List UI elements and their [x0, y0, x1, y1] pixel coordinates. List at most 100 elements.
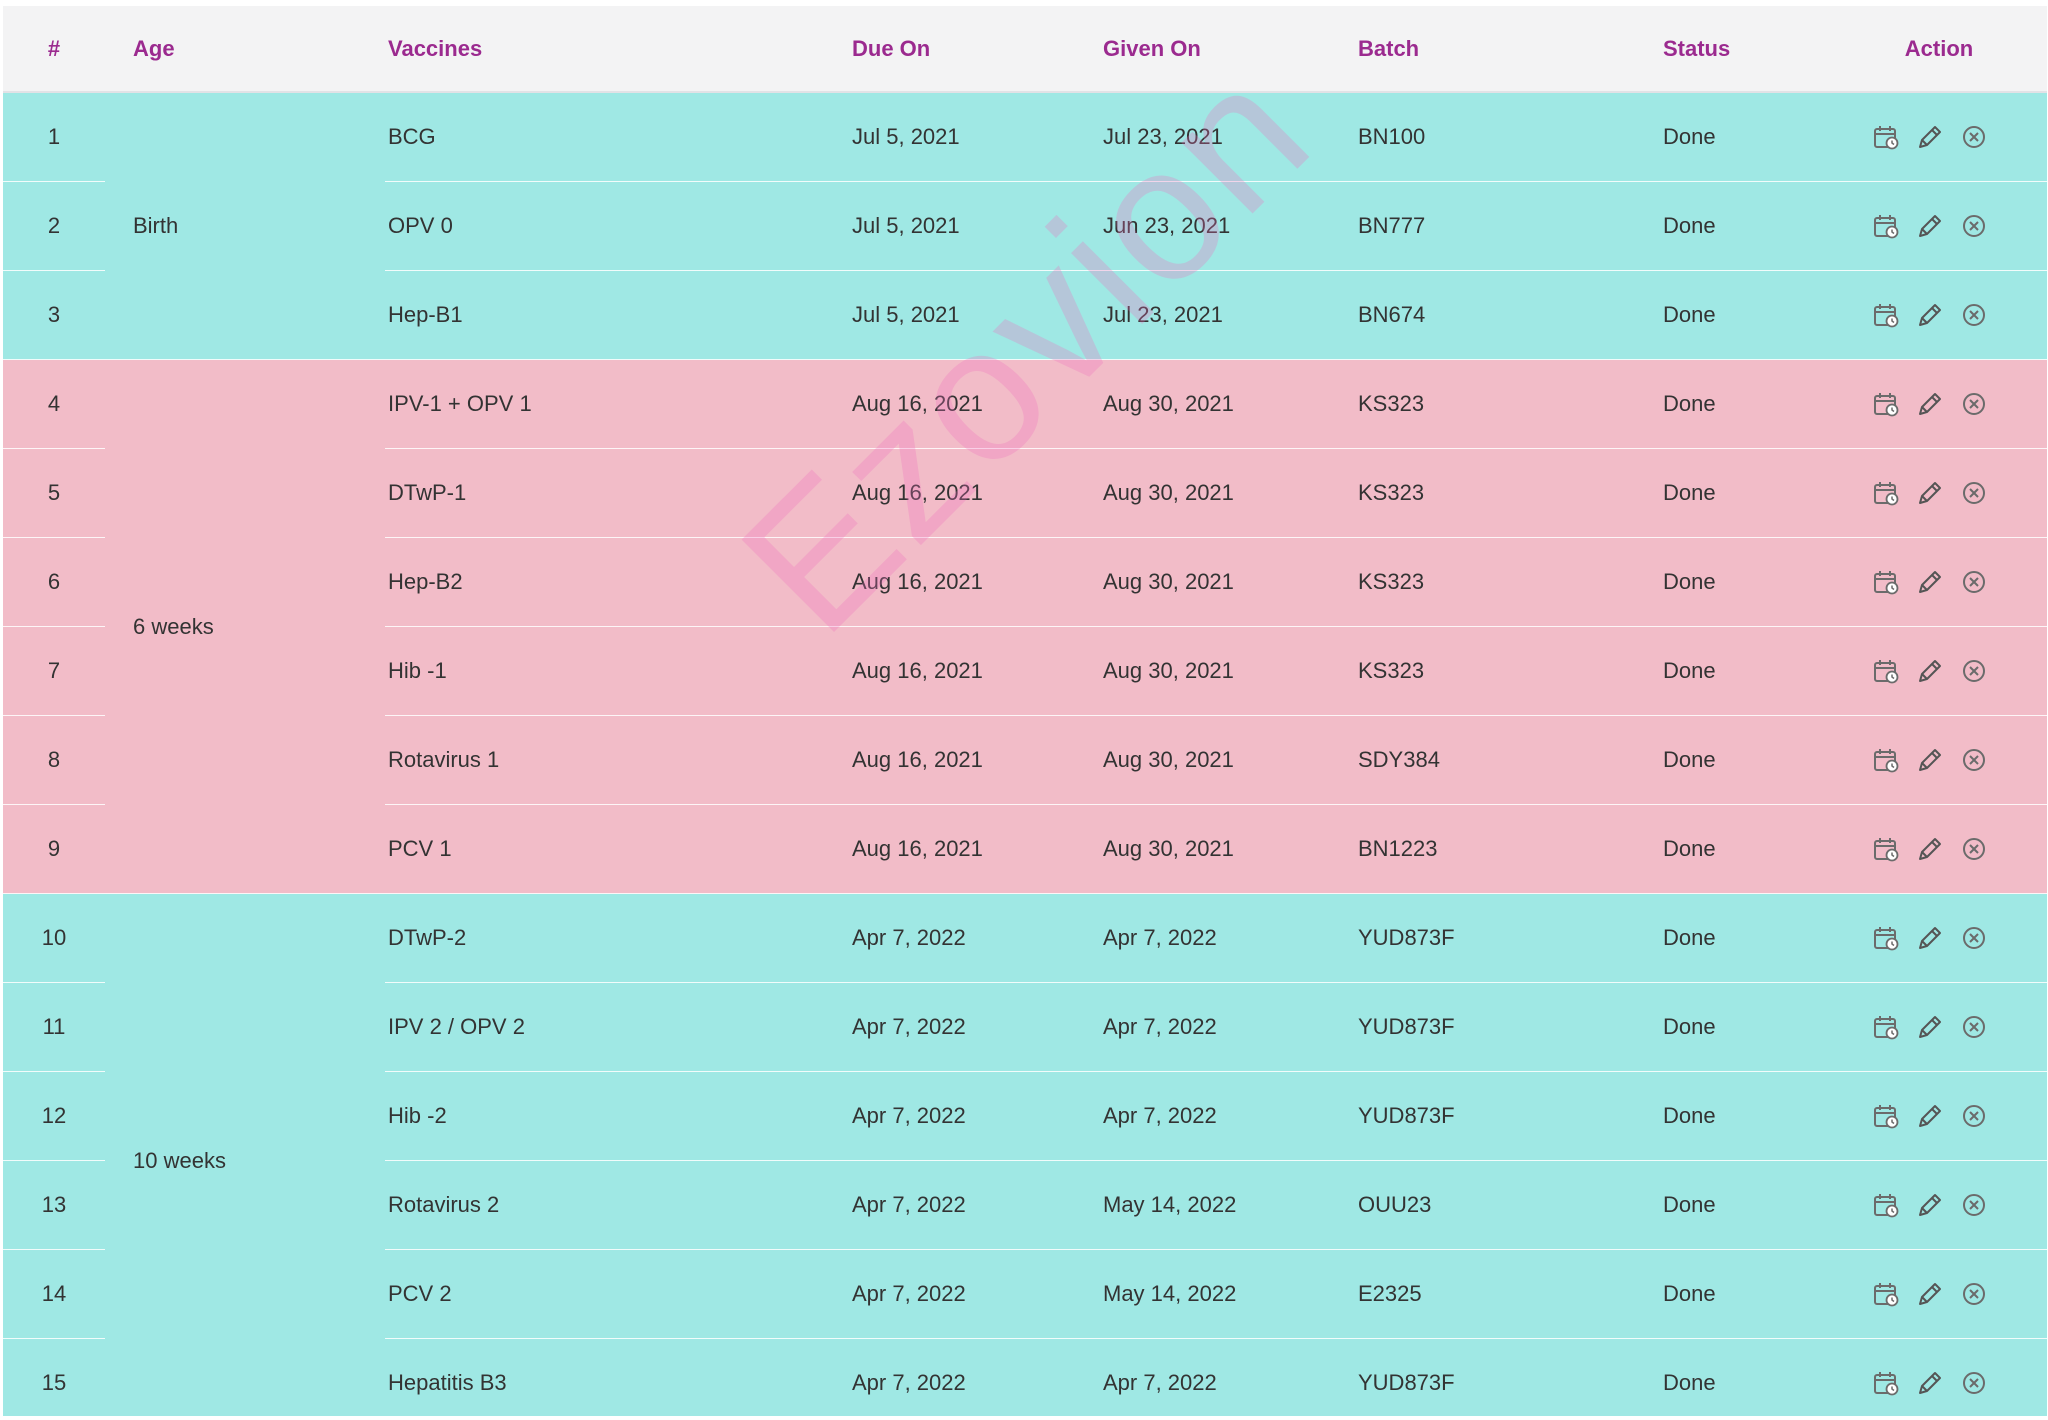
delete-button[interactable]	[1959, 389, 1989, 419]
edit-button[interactable]	[1915, 389, 1945, 419]
reschedule-button[interactable]	[1871, 923, 1901, 953]
edit-button[interactable]	[1915, 1279, 1945, 1309]
pencil-edit-icon	[1915, 122, 1945, 152]
delete-button[interactable]	[1959, 656, 1989, 686]
table-header: # Age Vaccines Due On Given On Batch Sta…	[3, 6, 2047, 93]
edit-button[interactable]	[1915, 1101, 1945, 1131]
col-header-given-on[interactable]: Given On	[1103, 6, 1358, 93]
status-text: Done	[1663, 1249, 1831, 1339]
reschedule-button[interactable]	[1871, 656, 1901, 686]
due-date: Jul 5, 2021	[852, 181, 1103, 271]
batch-number: BN1223	[1358, 804, 1663, 894]
col-header-vaccines[interactable]: Vaccines	[385, 6, 852, 93]
given-date: May 14, 2022	[1103, 1249, 1358, 1339]
delete-button[interactable]	[1959, 478, 1989, 508]
reschedule-button[interactable]	[1871, 567, 1901, 597]
vaccine-name: Hib -1	[385, 626, 852, 716]
row-number: 10	[3, 893, 105, 983]
delete-button[interactable]	[1959, 834, 1989, 864]
edit-button[interactable]	[1915, 1012, 1945, 1042]
delete-button[interactable]	[1959, 1101, 1989, 1131]
delete-button[interactable]	[1959, 745, 1989, 775]
circle-x-icon	[1961, 1370, 1987, 1396]
edit-button[interactable]	[1915, 567, 1945, 597]
reschedule-button[interactable]	[1871, 122, 1901, 152]
delete-button[interactable]	[1959, 211, 1989, 241]
table-body: 1 Birth BCG Jul 5, 2021 Jul 23, 2021 BN100 Don…	[3, 91, 2047, 1416]
edit-button[interactable]	[1915, 478, 1945, 508]
vaccine-name: DTwP-1	[385, 448, 852, 538]
action-cell	[1831, 270, 2047, 360]
delete-button[interactable]	[1959, 1012, 1989, 1042]
delete-button[interactable]	[1959, 1279, 1989, 1309]
row-actions	[1831, 923, 2047, 953]
delete-button[interactable]	[1959, 923, 1989, 953]
delete-button[interactable]	[1959, 1368, 1989, 1398]
status-text: Done	[1663, 1338, 1831, 1416]
due-date: Aug 16, 2021	[852, 804, 1103, 894]
col-header-due-on[interactable]: Due On	[852, 6, 1103, 93]
due-date: Apr 7, 2022	[852, 1071, 1103, 1161]
edit-button[interactable]	[1915, 122, 1945, 152]
edit-button[interactable]	[1915, 300, 1945, 330]
edit-button[interactable]	[1915, 834, 1945, 864]
delete-button[interactable]	[1959, 300, 1989, 330]
delete-button[interactable]	[1959, 122, 1989, 152]
reschedule-button[interactable]	[1871, 1279, 1901, 1309]
col-header-batch[interactable]: Batch	[1358, 6, 1663, 93]
age-group-label: 6 weeks	[105, 359, 385, 894]
calendar-schedule-icon	[1872, 1013, 1900, 1041]
action-cell	[1831, 1338, 2047, 1416]
delete-button[interactable]	[1959, 1190, 1989, 1220]
col-header-age[interactable]: Age	[105, 6, 385, 93]
calendar-schedule-icon	[1872, 301, 1900, 329]
reschedule-button[interactable]	[1871, 1101, 1901, 1131]
col-header-status[interactable]: Status	[1663, 6, 1831, 93]
calendar-schedule-icon	[1872, 657, 1900, 685]
edit-button[interactable]	[1915, 211, 1945, 241]
pencil-edit-icon	[1915, 1012, 1945, 1042]
reschedule-button[interactable]	[1871, 745, 1901, 775]
given-date: Aug 30, 2021	[1103, 626, 1358, 716]
calendar-schedule-icon	[1872, 123, 1900, 151]
circle-x-icon	[1961, 1192, 1987, 1218]
row-number: 7	[3, 626, 105, 716]
reschedule-button[interactable]	[1871, 478, 1901, 508]
reschedule-button[interactable]	[1871, 1368, 1901, 1398]
reschedule-button[interactable]	[1871, 211, 1901, 241]
row-actions	[1831, 1368, 2047, 1398]
table-row: 6 Hep-B2 Aug 16, 2021 Aug 30, 2021 KS323 Done	[3, 537, 2047, 627]
calendar-schedule-icon	[1872, 1280, 1900, 1308]
reschedule-button[interactable]	[1871, 389, 1901, 419]
col-header-number[interactable]: #	[3, 6, 105, 93]
calendar-schedule-icon	[1872, 924, 1900, 952]
reschedule-button[interactable]	[1871, 1190, 1901, 1220]
reschedule-button[interactable]	[1871, 834, 1901, 864]
table-row: 10 10 weeks DTwP-2 Apr 7, 2022 Apr 7, 2022 YU…	[3, 893, 2047, 1416]
due-date: Apr 7, 2022	[852, 982, 1103, 1072]
edit-button[interactable]	[1915, 1190, 1945, 1220]
vaccine-name: IPV-1 + OPV 1	[385, 359, 852, 449]
edit-button[interactable]	[1915, 923, 1945, 953]
given-date: Aug 30, 2021	[1103, 448, 1358, 538]
edit-button[interactable]	[1915, 1368, 1945, 1398]
delete-button[interactable]	[1959, 567, 1989, 597]
edit-button[interactable]	[1915, 745, 1945, 775]
batch-number: BN674	[1358, 270, 1663, 360]
row-actions	[1831, 567, 2047, 597]
vaccine-name: Hepatitis B3	[385, 1338, 852, 1416]
circle-x-icon	[1961, 569, 1987, 595]
batch-number: E2325	[1358, 1249, 1663, 1339]
reschedule-button[interactable]	[1871, 1012, 1901, 1042]
vaccine-name: Hib -2	[385, 1071, 852, 1161]
circle-x-icon	[1961, 1014, 1987, 1040]
edit-button[interactable]	[1915, 656, 1945, 686]
calendar-schedule-icon	[1872, 835, 1900, 863]
calendar-schedule-icon	[1872, 479, 1900, 507]
reschedule-button[interactable]	[1871, 300, 1901, 330]
status-text: Done	[1663, 181, 1831, 271]
due-date: Aug 16, 2021	[852, 359, 1103, 449]
table-row: 11 IPV 2 / OPV 2 Apr 7, 2022 Apr 7, 2022 YUD…	[3, 982, 2047, 1072]
table-row: 15 Hepatitis B3 Apr 7, 2022 Apr 7, 2022 YUD8…	[3, 1338, 2047, 1416]
